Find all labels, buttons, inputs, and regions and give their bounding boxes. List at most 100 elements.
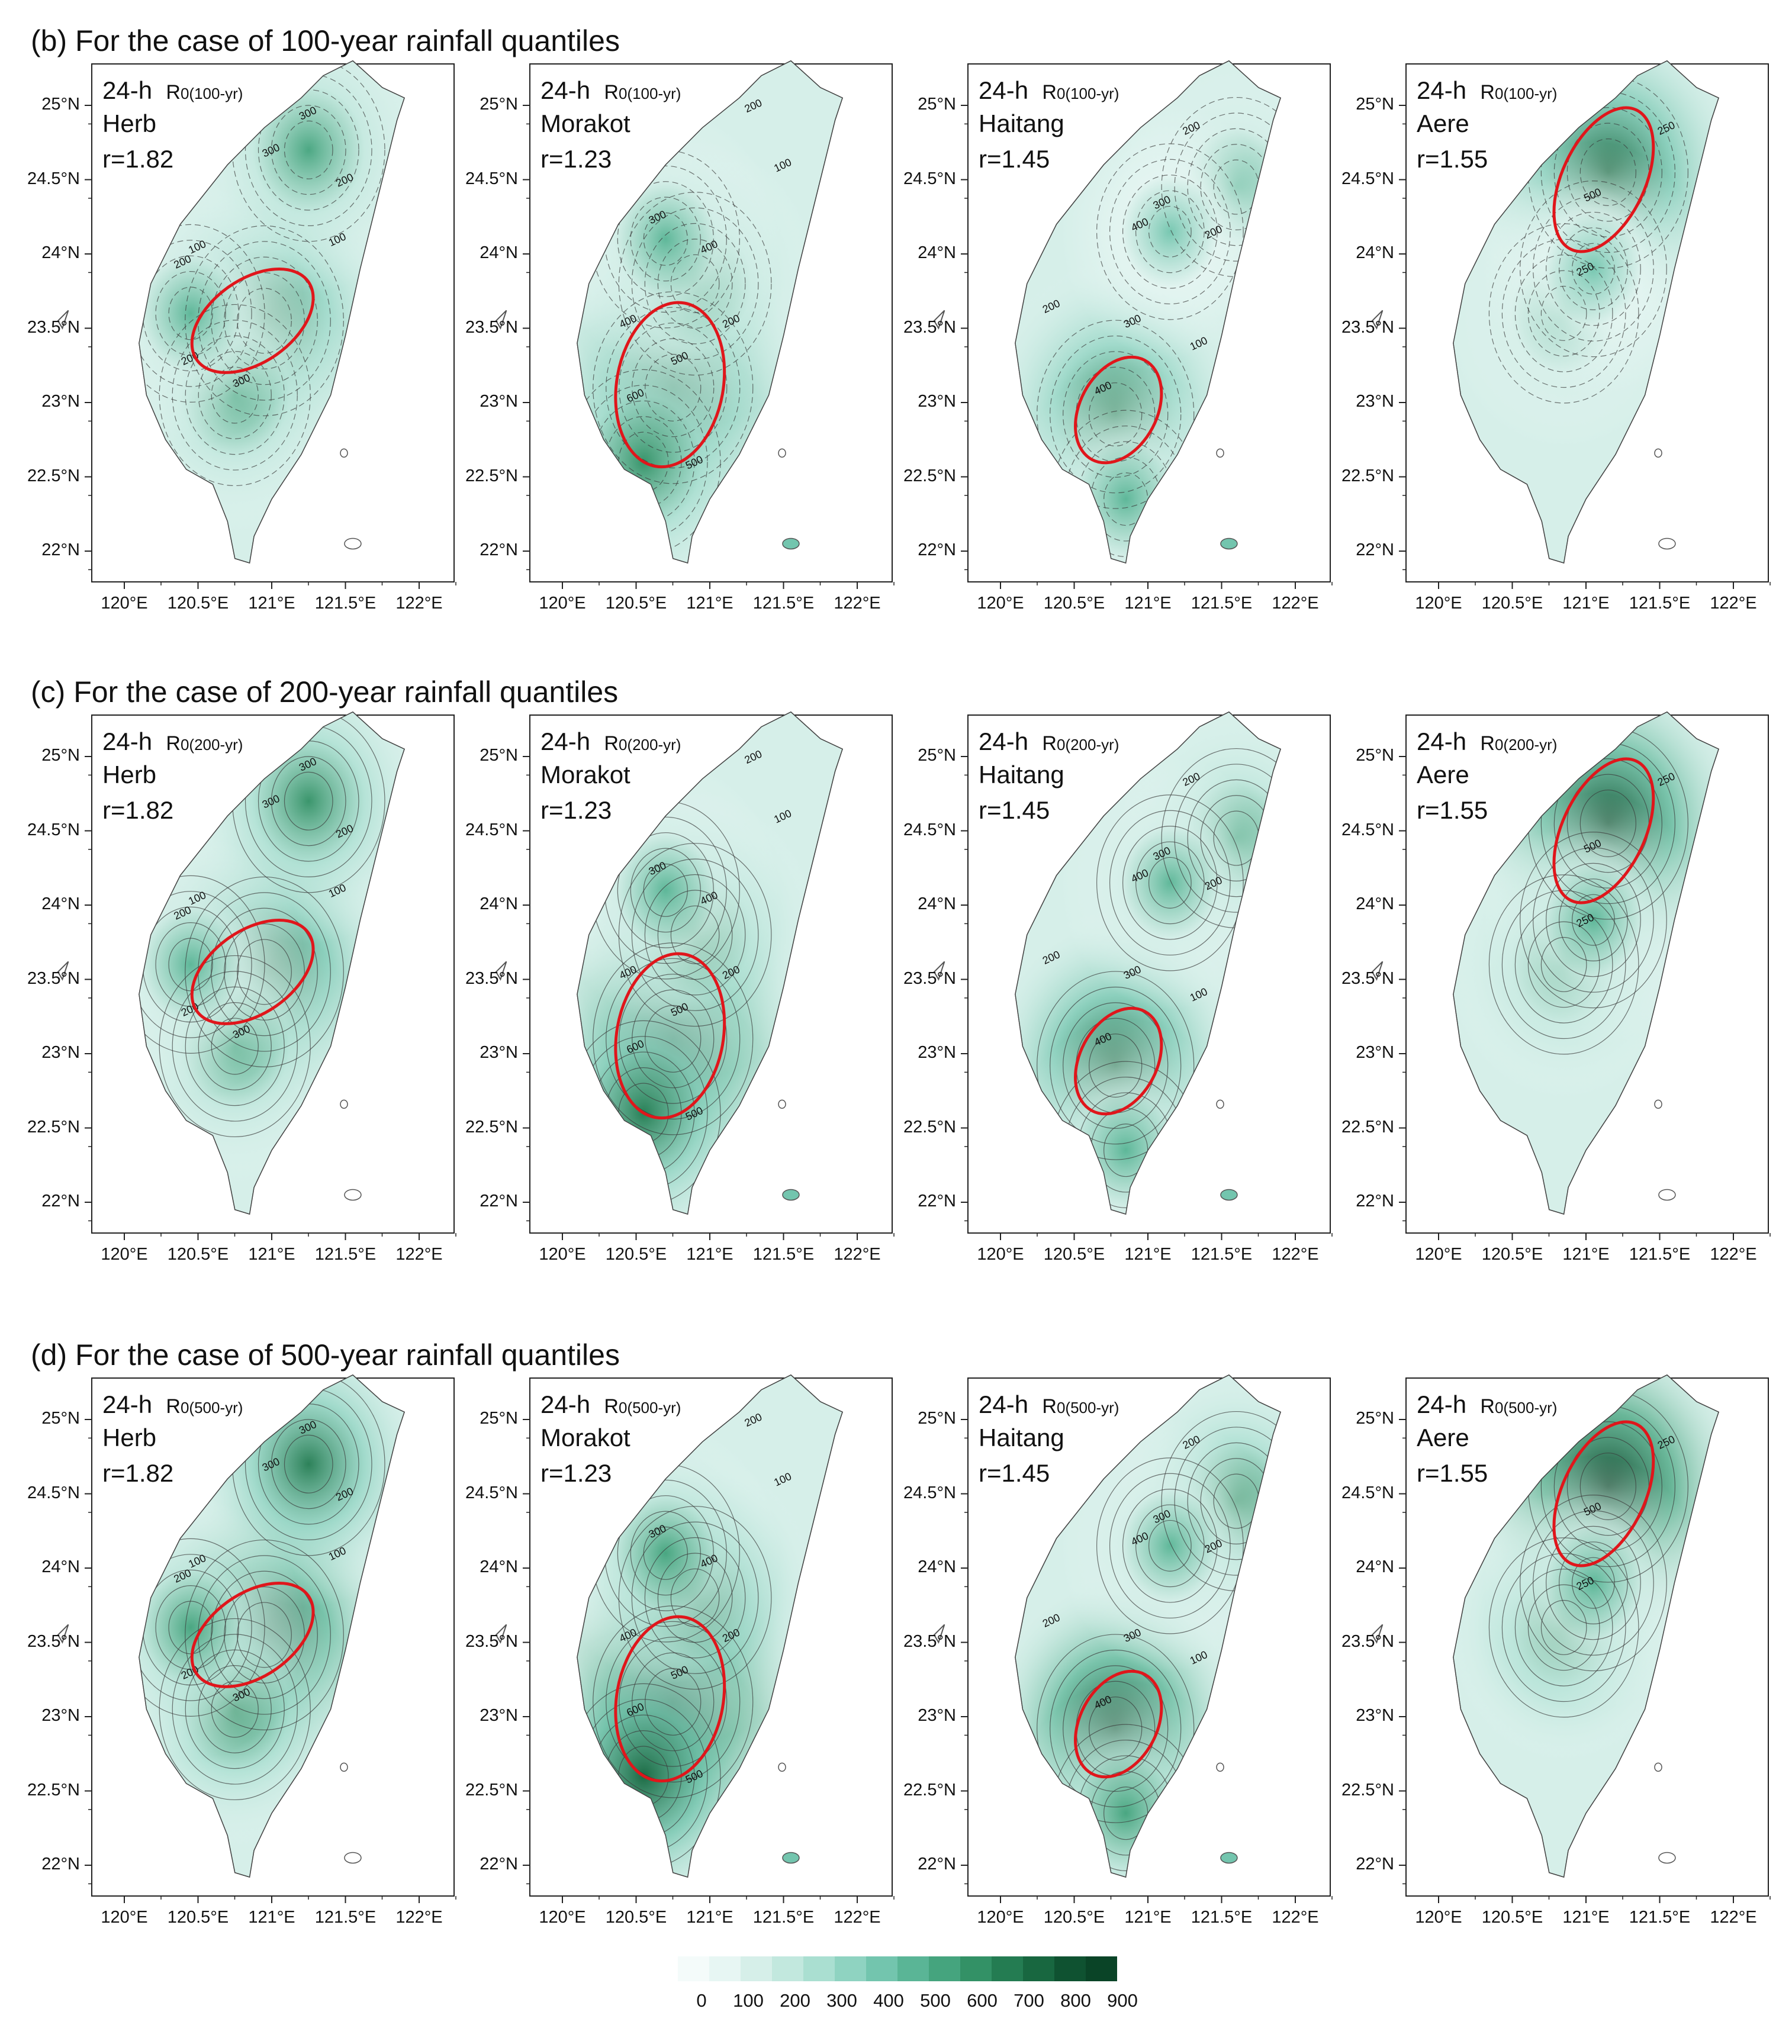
highlight-ellipse — [614, 1615, 726, 1783]
lon-tick-label: 120.5°E — [167, 594, 229, 613]
storm-name: Morakot — [541, 761, 630, 788]
contour-line — [593, 291, 754, 484]
duration-label: 24-h — [979, 1390, 1029, 1418]
contour-line — [271, 105, 346, 195]
colorbar-tick-label: 400 — [873, 1990, 904, 2011]
lat-tick-label: 23.5°N — [903, 968, 956, 988]
contour-line — [617, 832, 714, 948]
duration-label: 24-h — [979, 728, 1029, 755]
lon-tick-label: 121.5°E — [1191, 1245, 1253, 1264]
row-title: (d) For the case of 500-year rainfall qu… — [31, 1338, 620, 1372]
duration-label: 24-h — [541, 728, 591, 755]
panel-label: 24-h R0(100-yr) Morakot r=1.23 — [541, 78, 681, 172]
contour-line — [211, 1018, 259, 1075]
penghu-island — [933, 961, 945, 981]
lon-tick-label: 121.5°E — [1629, 594, 1691, 613]
contour-line — [271, 1419, 346, 1509]
lat-tick-label: 24.5°N — [465, 1483, 518, 1502]
contour-line — [644, 1537, 746, 1659]
contour-line — [1174, 112, 1281, 262]
lon-tick-label: 121°E — [1562, 1245, 1610, 1264]
contour-line — [1540, 285, 1587, 341]
contour-line — [1089, 1697, 1143, 1761]
lat-tick-label: 24.5°N — [465, 820, 518, 839]
lon-tick-label: 121.5°E — [1191, 1908, 1253, 1927]
panel-label: 24-h R0(500-yr) Aere r=1.55 — [1417, 1392, 1557, 1486]
lat-tick-label: 22°N — [1356, 1192, 1394, 1211]
quantile-symbol: R — [1042, 81, 1057, 104]
contour-line — [657, 890, 733, 980]
lat-tick-label: 23°N — [918, 392, 956, 411]
lon-tick-label: 120°E — [539, 594, 586, 613]
contour-line — [185, 876, 344, 1068]
lat-tick-label: 24.5°N — [27, 1483, 80, 1502]
lanyu-island — [782, 537, 800, 550]
lon-tick-label: 120.5°E — [605, 1908, 667, 1927]
lon-tick-label: 120.5°E — [167, 1245, 229, 1264]
contour-line — [139, 891, 252, 1038]
ratio-value: r=1.55 — [1417, 145, 1488, 173]
contour-line — [1501, 890, 1626, 1039]
contour-line — [237, 288, 292, 354]
contour-line — [643, 863, 688, 917]
lat-tick-label: 22.5°N — [465, 1117, 518, 1137]
duration-label: 24-h — [541, 76, 591, 104]
contour-line — [237, 1602, 292, 1668]
map-panel-aere: 250 500 250 24-h R0(500-yr) Aere r=1.55 — [1371, 1374, 1771, 1903]
contour-line — [211, 366, 259, 424]
quantile-symbol: R — [604, 1395, 619, 1418]
contour-line — [284, 771, 333, 831]
green-island — [1216, 1099, 1224, 1109]
lat-tick-label: 24.5°N — [903, 1483, 956, 1502]
rainfall-hotspot — [1060, 105, 1281, 359]
highlight-ellipse — [1074, 355, 1163, 465]
lat-tick-label: 22°N — [41, 1192, 80, 1211]
lon-tick-label: 120°E — [1415, 1245, 1462, 1264]
lat-tick-label: 22.5°N — [903, 1780, 956, 1800]
lat-tick-label: 22°N — [918, 540, 956, 559]
lanyu-island — [782, 1852, 800, 1864]
lon-tick-label: 120.5°E — [1043, 1245, 1105, 1264]
contour-line — [1514, 1569, 1613, 1686]
penghu-island — [933, 1624, 945, 1644]
lon-tick-label: 120.5°E — [1481, 594, 1543, 613]
quantile-symbol: R — [1480, 1395, 1495, 1418]
contour-line — [271, 756, 346, 846]
lat-tick-label: 22°N — [1356, 540, 1394, 559]
lanyu-island — [344, 537, 362, 550]
highlight-ellipse — [1552, 757, 1655, 904]
contour-line — [1063, 1665, 1169, 1792]
lat-tick-label: 24°N — [918, 894, 956, 913]
penghu-island — [495, 961, 507, 981]
duration-label: 24-h — [102, 728, 153, 755]
contour-line — [1174, 764, 1281, 913]
lat-tick-label: 23.5°N — [27, 317, 80, 337]
lon-tick-label: 122°E — [1272, 1908, 1319, 1927]
contour-line — [1520, 832, 1667, 1009]
contour-line — [1135, 1504, 1205, 1588]
contour-line — [593, 942, 754, 1135]
lon-tick-label: 122°E — [834, 1908, 881, 1927]
quantile-subscript: 0(200-yr) — [1056, 736, 1119, 754]
contour-line — [211, 256, 318, 385]
contour-line — [1174, 1427, 1281, 1576]
lon-tick-label: 122°E — [1272, 1245, 1319, 1264]
contour-line — [657, 1553, 733, 1643]
green-island — [340, 1762, 348, 1772]
lon-tick-label: 121°E — [686, 1245, 733, 1264]
highlight-ellipse — [1552, 1420, 1655, 1567]
lat-tick-label: 25°N — [1356, 95, 1394, 114]
contour-line — [139, 224, 265, 403]
rainfall-hotspot — [1015, 1019, 1240, 1215]
green-island — [1654, 448, 1662, 458]
storm-name: Morakot — [541, 110, 630, 137]
contour-line — [1050, 986, 1182, 1145]
lat-tick-label: 25°N — [918, 95, 956, 114]
lon-tick-label: 121°E — [1124, 1908, 1172, 1927]
contour-line — [1148, 1520, 1192, 1572]
lat-tick-label: 23°N — [480, 1043, 518, 1062]
quantile-subscript: 0(500-yr) — [1494, 1399, 1558, 1417]
lon-tick-label: 120.5°E — [1043, 1908, 1105, 1927]
contour-line — [1109, 1473, 1231, 1619]
